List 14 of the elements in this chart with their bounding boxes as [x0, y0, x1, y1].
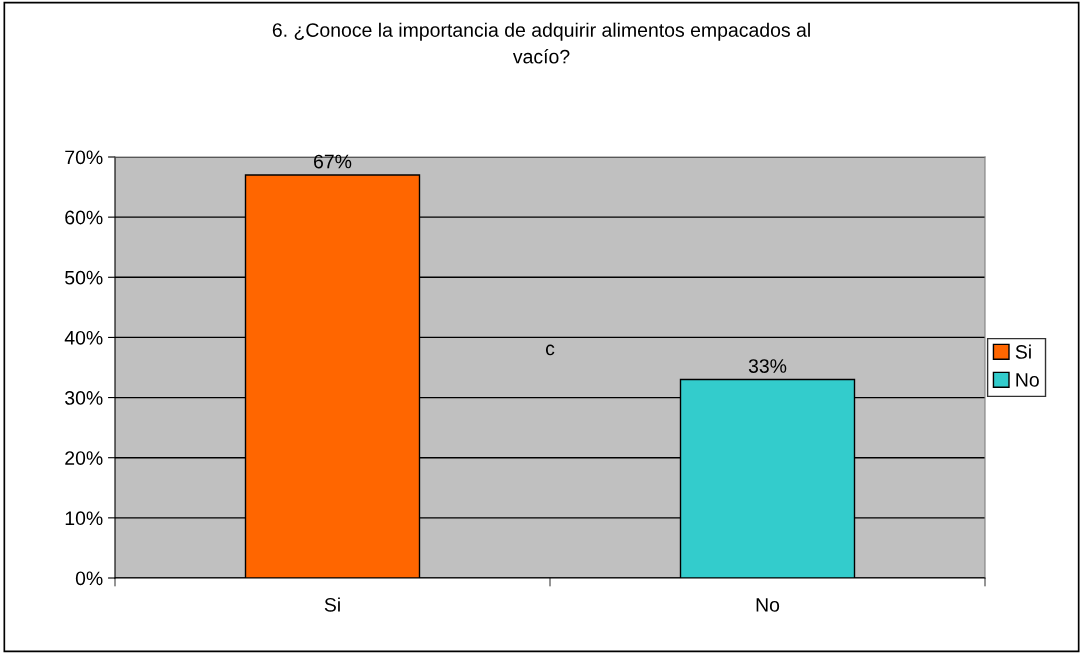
chart-title: 6. ¿Conoce la importancia de adquirir alimentos empacados al vacío? — [272, 22, 810, 64]
legend-label: No — [1016, 373, 1039, 387]
y-tick-label: 20% — [65, 451, 103, 465]
annotation: c — [545, 344, 555, 356]
legend-label: Si — [1015, 344, 1031, 359]
data-label: 33% — [748, 359, 787, 373]
y-tick-label: 40% — [64, 330, 103, 345]
y-tick-label: 50% — [65, 270, 103, 285]
y-tick-label: 70% — [65, 150, 103, 165]
y-tick-label: 10% — [65, 511, 103, 526]
y-tick-label: 0% — [75, 571, 103, 586]
data-label: 67% — [314, 154, 352, 169]
y-tick-label: 30% — [65, 391, 103, 405]
y-tick-label: 60% — [65, 210, 103, 225]
